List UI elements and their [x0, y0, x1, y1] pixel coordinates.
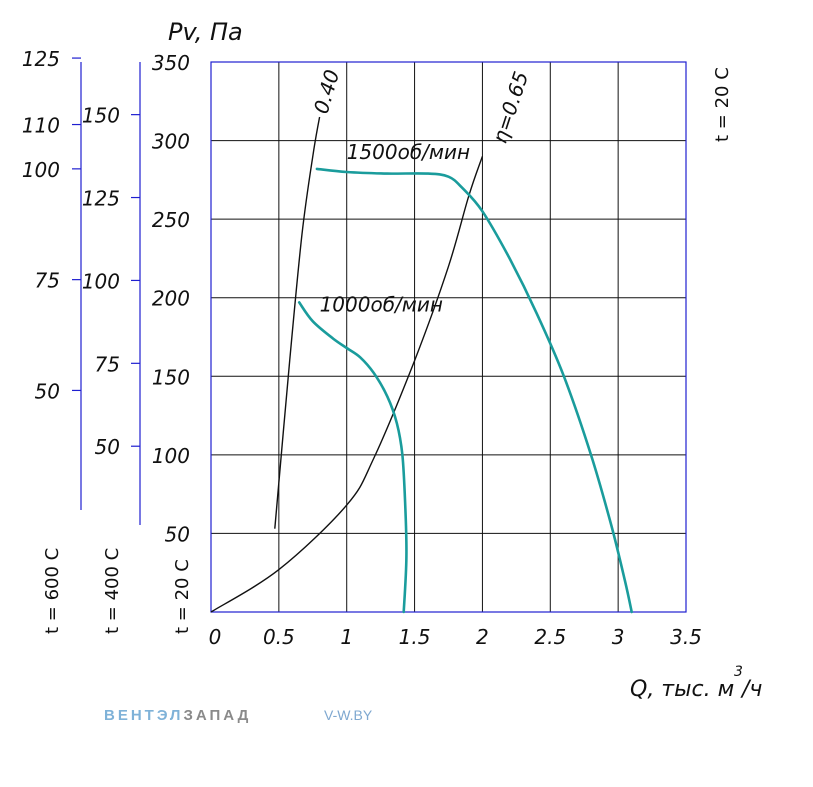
x-tick-label: 0	[209, 625, 222, 649]
chart-labels: 0 0.5 1 1.5 2 2.5 3 3.5 50 100 150 200 250 300 350 t = …	[22, 47, 702, 649]
watermark-site: V-W.BY	[324, 707, 373, 723]
y-tick-label: 350	[152, 51, 190, 75]
watermark-brand-a: ВЕНТЭЛ	[104, 707, 183, 724]
y-tick-label: 200	[152, 287, 190, 311]
efficiency-line	[274, 116, 321, 529]
chart-grid	[211, 62, 686, 612]
chart-axes	[72, 57, 687, 613]
y-tick-label: 150	[82, 104, 120, 128]
y-tick-label: 50	[35, 379, 60, 403]
y-tick-label: 75	[35, 269, 60, 293]
watermark: ВЕНТЭЛЗАПАД V-W.BY	[104, 707, 373, 724]
curve-label-1000: 1000об/мин	[320, 292, 443, 316]
y-tick-label: 50	[165, 522, 190, 546]
fan-curve	[297, 301, 408, 614]
x-tick-label: 0.5	[263, 625, 295, 649]
x-tick-label: 2	[476, 625, 489, 649]
x-tick-label: 3	[612, 625, 625, 649]
y-tick-label: 250	[152, 208, 190, 232]
x-tick-label: 1.5	[399, 625, 431, 649]
y-tick-label: 100	[152, 444, 190, 468]
x-tick-label: 3.5	[670, 625, 702, 649]
y-tick-label: 150	[152, 365, 190, 389]
y-tick-label: 110	[22, 114, 60, 138]
plot-frame	[210, 61, 687, 613]
chart-series	[210, 116, 633, 614]
y-axis-title: Pv, Па	[168, 18, 243, 46]
efficiency-label-040: 0.40	[309, 67, 344, 116]
x-axis-title: Q, тыс. м 3 /ч	[630, 664, 762, 702]
watermark-brand-b: ЗАПАД	[183, 707, 251, 724]
efficiency-line	[210, 156, 484, 613]
y-axis-temperature-label: t = 20 C	[172, 559, 193, 634]
y-axis-temperature-label: t = 400 C	[102, 548, 123, 634]
watermark-brand: ВЕНТЭЛЗАПАД	[104, 707, 251, 724]
y-tick-label: 75	[95, 352, 120, 376]
y-tick-label: 100	[82, 269, 120, 293]
fan-curve	[315, 167, 633, 614]
y-axis-temperature-label: t = 600 C	[42, 548, 63, 634]
x-axis-title-tail: /ч	[740, 677, 762, 702]
y-tick-label: 50	[95, 435, 120, 459]
y-tick-label: 100	[22, 158, 60, 182]
efficiency-label-065: η=0.65	[488, 68, 534, 146]
right-temperature-label: t = 20 C	[712, 67, 733, 142]
y-tick-label: 125	[22, 47, 60, 71]
x-tick-label: 1	[340, 625, 353, 649]
y-tick-label: 300	[152, 130, 190, 154]
x-axis-title-main: Q, тыс. м	[630, 677, 734, 702]
curve-label-1500: 1500об/мин	[347, 140, 470, 164]
y-tick-label: 125	[82, 187, 120, 211]
x-axis-title-sup: 3	[734, 664, 743, 680]
x-tick-label: 2.5	[534, 625, 566, 649]
